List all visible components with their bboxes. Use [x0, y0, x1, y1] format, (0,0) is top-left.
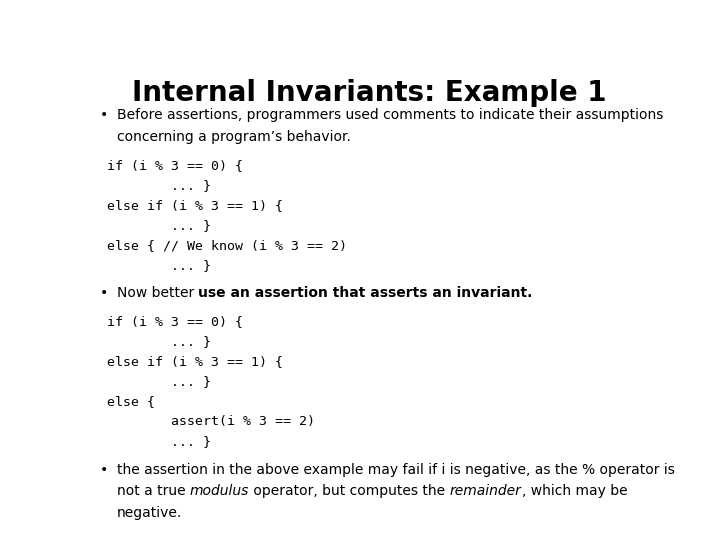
Text: concerning a program’s behavior.: concerning a program’s behavior. [117, 130, 351, 144]
Text: •: • [100, 463, 108, 477]
Text: Before assertions, programmers used comments to indicate their assumptions: Before assertions, programmers used comm… [117, 109, 663, 123]
Text: Internal Invariants: Example 1: Internal Invariants: Example 1 [132, 79, 606, 107]
Text: ... }: ... } [107, 375, 211, 388]
Text: Now better: Now better [117, 286, 199, 300]
Text: modulus: modulus [190, 484, 249, 498]
Text: remainder: remainder [450, 484, 521, 498]
Text: else if (i % 3 == 1) {: else if (i % 3 == 1) { [107, 199, 283, 212]
Text: negative.: negative. [117, 506, 182, 520]
Text: •: • [100, 109, 108, 123]
Text: else { // We know (i % 3 == 2): else { // We know (i % 3 == 2) [107, 239, 347, 252]
Text: •: • [100, 286, 108, 300]
Text: else if (i % 3 == 1) {: else if (i % 3 == 1) { [107, 355, 283, 368]
Text: operator, but computes the: operator, but computes the [249, 484, 450, 498]
Text: if (i % 3 == 0) {: if (i % 3 == 0) { [107, 159, 243, 172]
Text: ... }: ... } [107, 259, 211, 272]
Text: else {: else { [107, 395, 155, 408]
Text: assert(i % 3 == 2): assert(i % 3 == 2) [107, 415, 315, 428]
Text: , which may be: , which may be [521, 484, 627, 498]
Text: ... }: ... } [107, 179, 211, 192]
Text: if (i % 3 == 0) {: if (i % 3 == 0) { [107, 315, 243, 328]
Text: ... }: ... } [107, 219, 211, 232]
Text: ... }: ... } [107, 435, 211, 448]
Text: ... }: ... } [107, 335, 211, 348]
Text: the assertion in the above example may fail if i is negative, as the % operator : the assertion in the above example may f… [117, 463, 675, 477]
Text: not a true: not a true [117, 484, 190, 498]
Text: use an assertion that asserts an invariant.: use an assertion that asserts an invaria… [199, 286, 533, 300]
